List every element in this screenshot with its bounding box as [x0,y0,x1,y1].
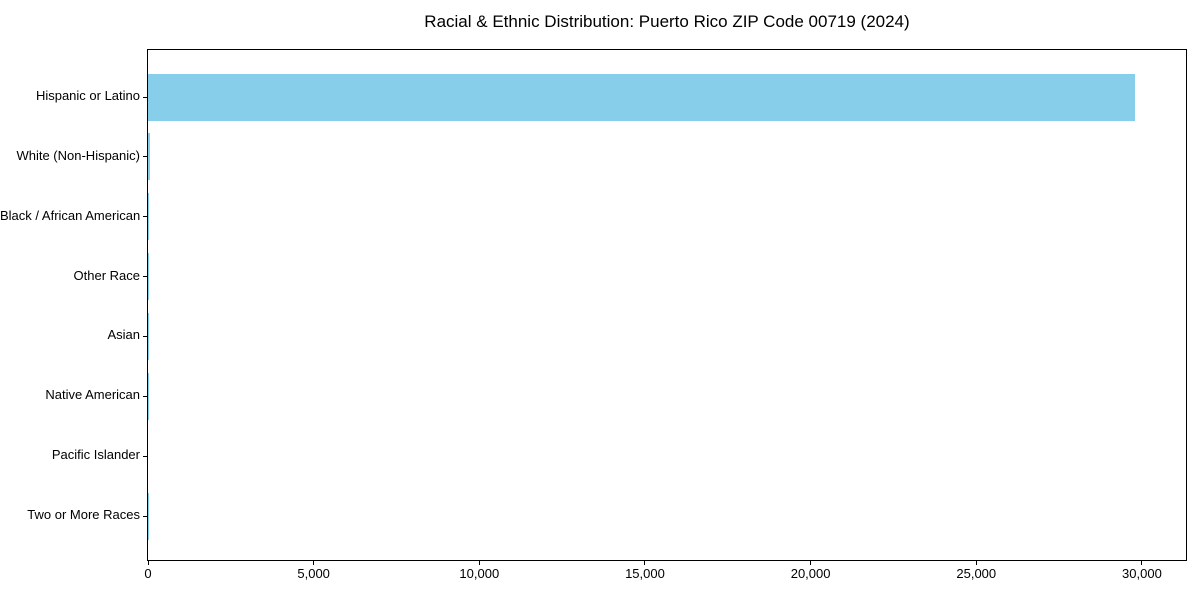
y-tick-mark [143,455,148,457]
x-tick-mark [644,561,646,565]
x-tick-label: 20,000 [790,566,831,581]
x-tick-label: 15,000 [625,566,665,581]
plot-area [143,49,1187,565]
bar-white-non-hispanic [148,133,150,181]
y-tick-label: White (Non-Hispanic) [16,147,140,163]
y-tick-mark [143,216,148,218]
x-axis-labels: 0 5,000 10,000 15,000 20,000 25,000 30,000 [144,566,1186,584]
y-tick-label: Two or More Races [27,507,140,522]
x-tick-mark [810,561,812,565]
y-tick-label: Hispanic or Latino [35,88,140,103]
x-tick-label: 25,000 [956,566,997,581]
x-tick-label: 30,000 [1122,566,1162,581]
bar-other-race [148,253,150,301]
x-tick-label: 0 [144,566,152,581]
y-tick-label: Other Race [73,267,140,283]
y-tick-mark [143,515,148,517]
y-tick-mark [143,276,148,278]
x-tick-label: 10,000 [459,566,500,581]
x-tick-mark [1141,561,1143,565]
y-tick-mark [143,335,148,337]
y-tick-mark [143,156,148,158]
x-tick-mark [478,561,480,565]
x-tick-mark [148,561,149,565]
y-tick-label: Native American [45,387,140,403]
y-tick-mark [143,395,148,397]
y-tick-label: Black / African American [0,207,141,223]
chart-title: Racial & Ethnic Distribution: Puerto Ric… [424,12,910,31]
y-axis-labels: Hispanic or Latino White (Non-Hispanic) Bl… [0,49,140,559]
y-tick-label: Asian [107,327,140,343]
x-tick-label: 5,000 [297,566,330,581]
x-tick-mark [975,561,977,565]
y-tick-label: Pacific Islander [51,447,140,463]
x-tick-mark [313,561,315,565]
bar-hispanic-or-latino [148,73,1136,121]
y-tick-mark [143,96,148,98]
